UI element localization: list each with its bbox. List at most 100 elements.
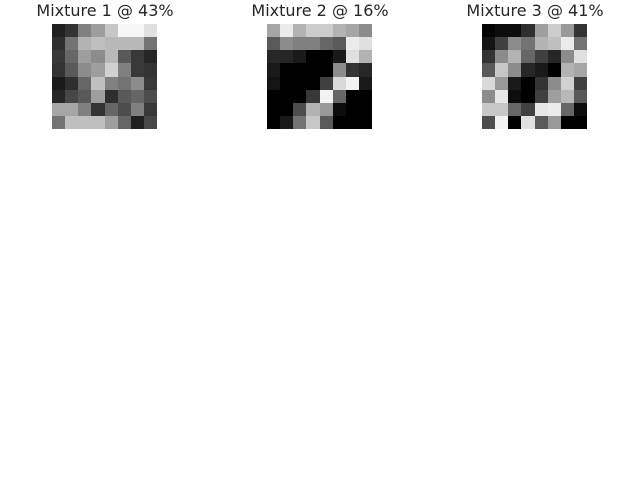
grid-cell — [547, 102, 561, 116]
grid-cell — [573, 50, 587, 64]
grid-cell — [117, 50, 131, 64]
panel-title: Mixture 1 @ 43% — [36, 1, 174, 20]
grid-cell — [78, 115, 92, 129]
grid-cell — [267, 24, 281, 38]
grid-cell — [573, 76, 587, 90]
grid-cell — [91, 24, 105, 38]
grid-cell — [521, 63, 535, 77]
grid-cell — [117, 63, 131, 77]
grid-cell — [482, 63, 496, 77]
grid-cell — [573, 115, 587, 129]
grid-cell — [560, 115, 574, 129]
grid-cell — [293, 102, 307, 116]
grid-cell — [358, 63, 372, 77]
grid-cell — [52, 50, 66, 64]
grid-cell — [104, 37, 118, 51]
grid-cell — [547, 115, 561, 129]
grid-cell — [117, 24, 131, 38]
grid-cell — [508, 89, 522, 103]
grid-cell — [573, 24, 587, 38]
grid-cell — [65, 102, 79, 116]
grid-cell — [306, 63, 320, 77]
grid-cell — [130, 76, 144, 90]
grid-cell — [573, 63, 587, 77]
grid-cell — [117, 76, 131, 90]
grid-cell — [534, 76, 548, 90]
grid-cell — [547, 50, 561, 64]
grid-cell — [358, 102, 372, 116]
grid-cell — [104, 76, 118, 90]
grid-cell — [65, 50, 79, 64]
grid-cell — [495, 24, 509, 38]
grid-cell — [280, 76, 294, 90]
grid-cell — [104, 50, 118, 64]
grid-cell — [306, 76, 320, 90]
grid-cell — [130, 102, 144, 116]
grid-cell — [78, 50, 92, 64]
grid-cell — [293, 50, 307, 64]
grid-cell — [117, 102, 131, 116]
grid-cell — [534, 115, 548, 129]
grid-cell — [280, 89, 294, 103]
mixture-grid — [267, 24, 372, 129]
grid-cell — [143, 102, 157, 116]
grid-cell — [345, 89, 359, 103]
grid-cell — [508, 102, 522, 116]
grid-cell — [91, 102, 105, 116]
grid-cell — [495, 63, 509, 77]
grid-cell — [482, 50, 496, 64]
mixture-grid — [482, 24, 587, 129]
grid-cell — [560, 102, 574, 116]
grid-cell — [534, 50, 548, 64]
grid-cell — [332, 102, 346, 116]
grid-cell — [534, 89, 548, 103]
grid-cell — [78, 76, 92, 90]
grid-cell — [306, 102, 320, 116]
grid-cell — [508, 37, 522, 51]
grid-cell — [143, 24, 157, 38]
grid-cell — [104, 102, 118, 116]
grid-cell — [78, 24, 92, 38]
grid-cell — [117, 37, 131, 51]
grid-cell — [345, 37, 359, 51]
grid-cell — [267, 102, 281, 116]
grid-cell — [143, 37, 157, 51]
grid-cell — [521, 102, 535, 116]
grid-cell — [306, 50, 320, 64]
grid-cell — [332, 50, 346, 64]
grid-cell — [306, 37, 320, 51]
grid-cell — [143, 50, 157, 64]
grid-cell — [534, 102, 548, 116]
grid-cell — [143, 76, 157, 90]
grid-cell — [319, 24, 333, 38]
grid-cell — [78, 37, 92, 51]
grid-cell — [293, 63, 307, 77]
grid-cell — [280, 24, 294, 38]
grid-cell — [319, 76, 333, 90]
mixture-panel-3: Mixture 3 @ 41% — [455, 0, 615, 140]
grid-cell — [534, 63, 548, 77]
grid-cell — [508, 50, 522, 64]
grid-cell — [508, 63, 522, 77]
grid-cell — [332, 63, 346, 77]
grid-cell — [65, 63, 79, 77]
grid-cell — [280, 50, 294, 64]
grid-cell — [267, 76, 281, 90]
grid-cell — [267, 115, 281, 129]
grid-cell — [521, 89, 535, 103]
grid-cell — [358, 115, 372, 129]
grid-cell — [560, 89, 574, 103]
grid-cell — [130, 37, 144, 51]
grid-cell — [78, 102, 92, 116]
grid-cell — [358, 89, 372, 103]
grid-cell — [573, 102, 587, 116]
grid-cell — [508, 76, 522, 90]
grid-cell — [306, 24, 320, 38]
grid-cell — [104, 63, 118, 77]
grid-cell — [65, 115, 79, 129]
grid-cell — [332, 89, 346, 103]
grid-cell — [91, 63, 105, 77]
grid-cell — [482, 24, 496, 38]
grid-cell — [293, 76, 307, 90]
grid-cell — [332, 37, 346, 51]
